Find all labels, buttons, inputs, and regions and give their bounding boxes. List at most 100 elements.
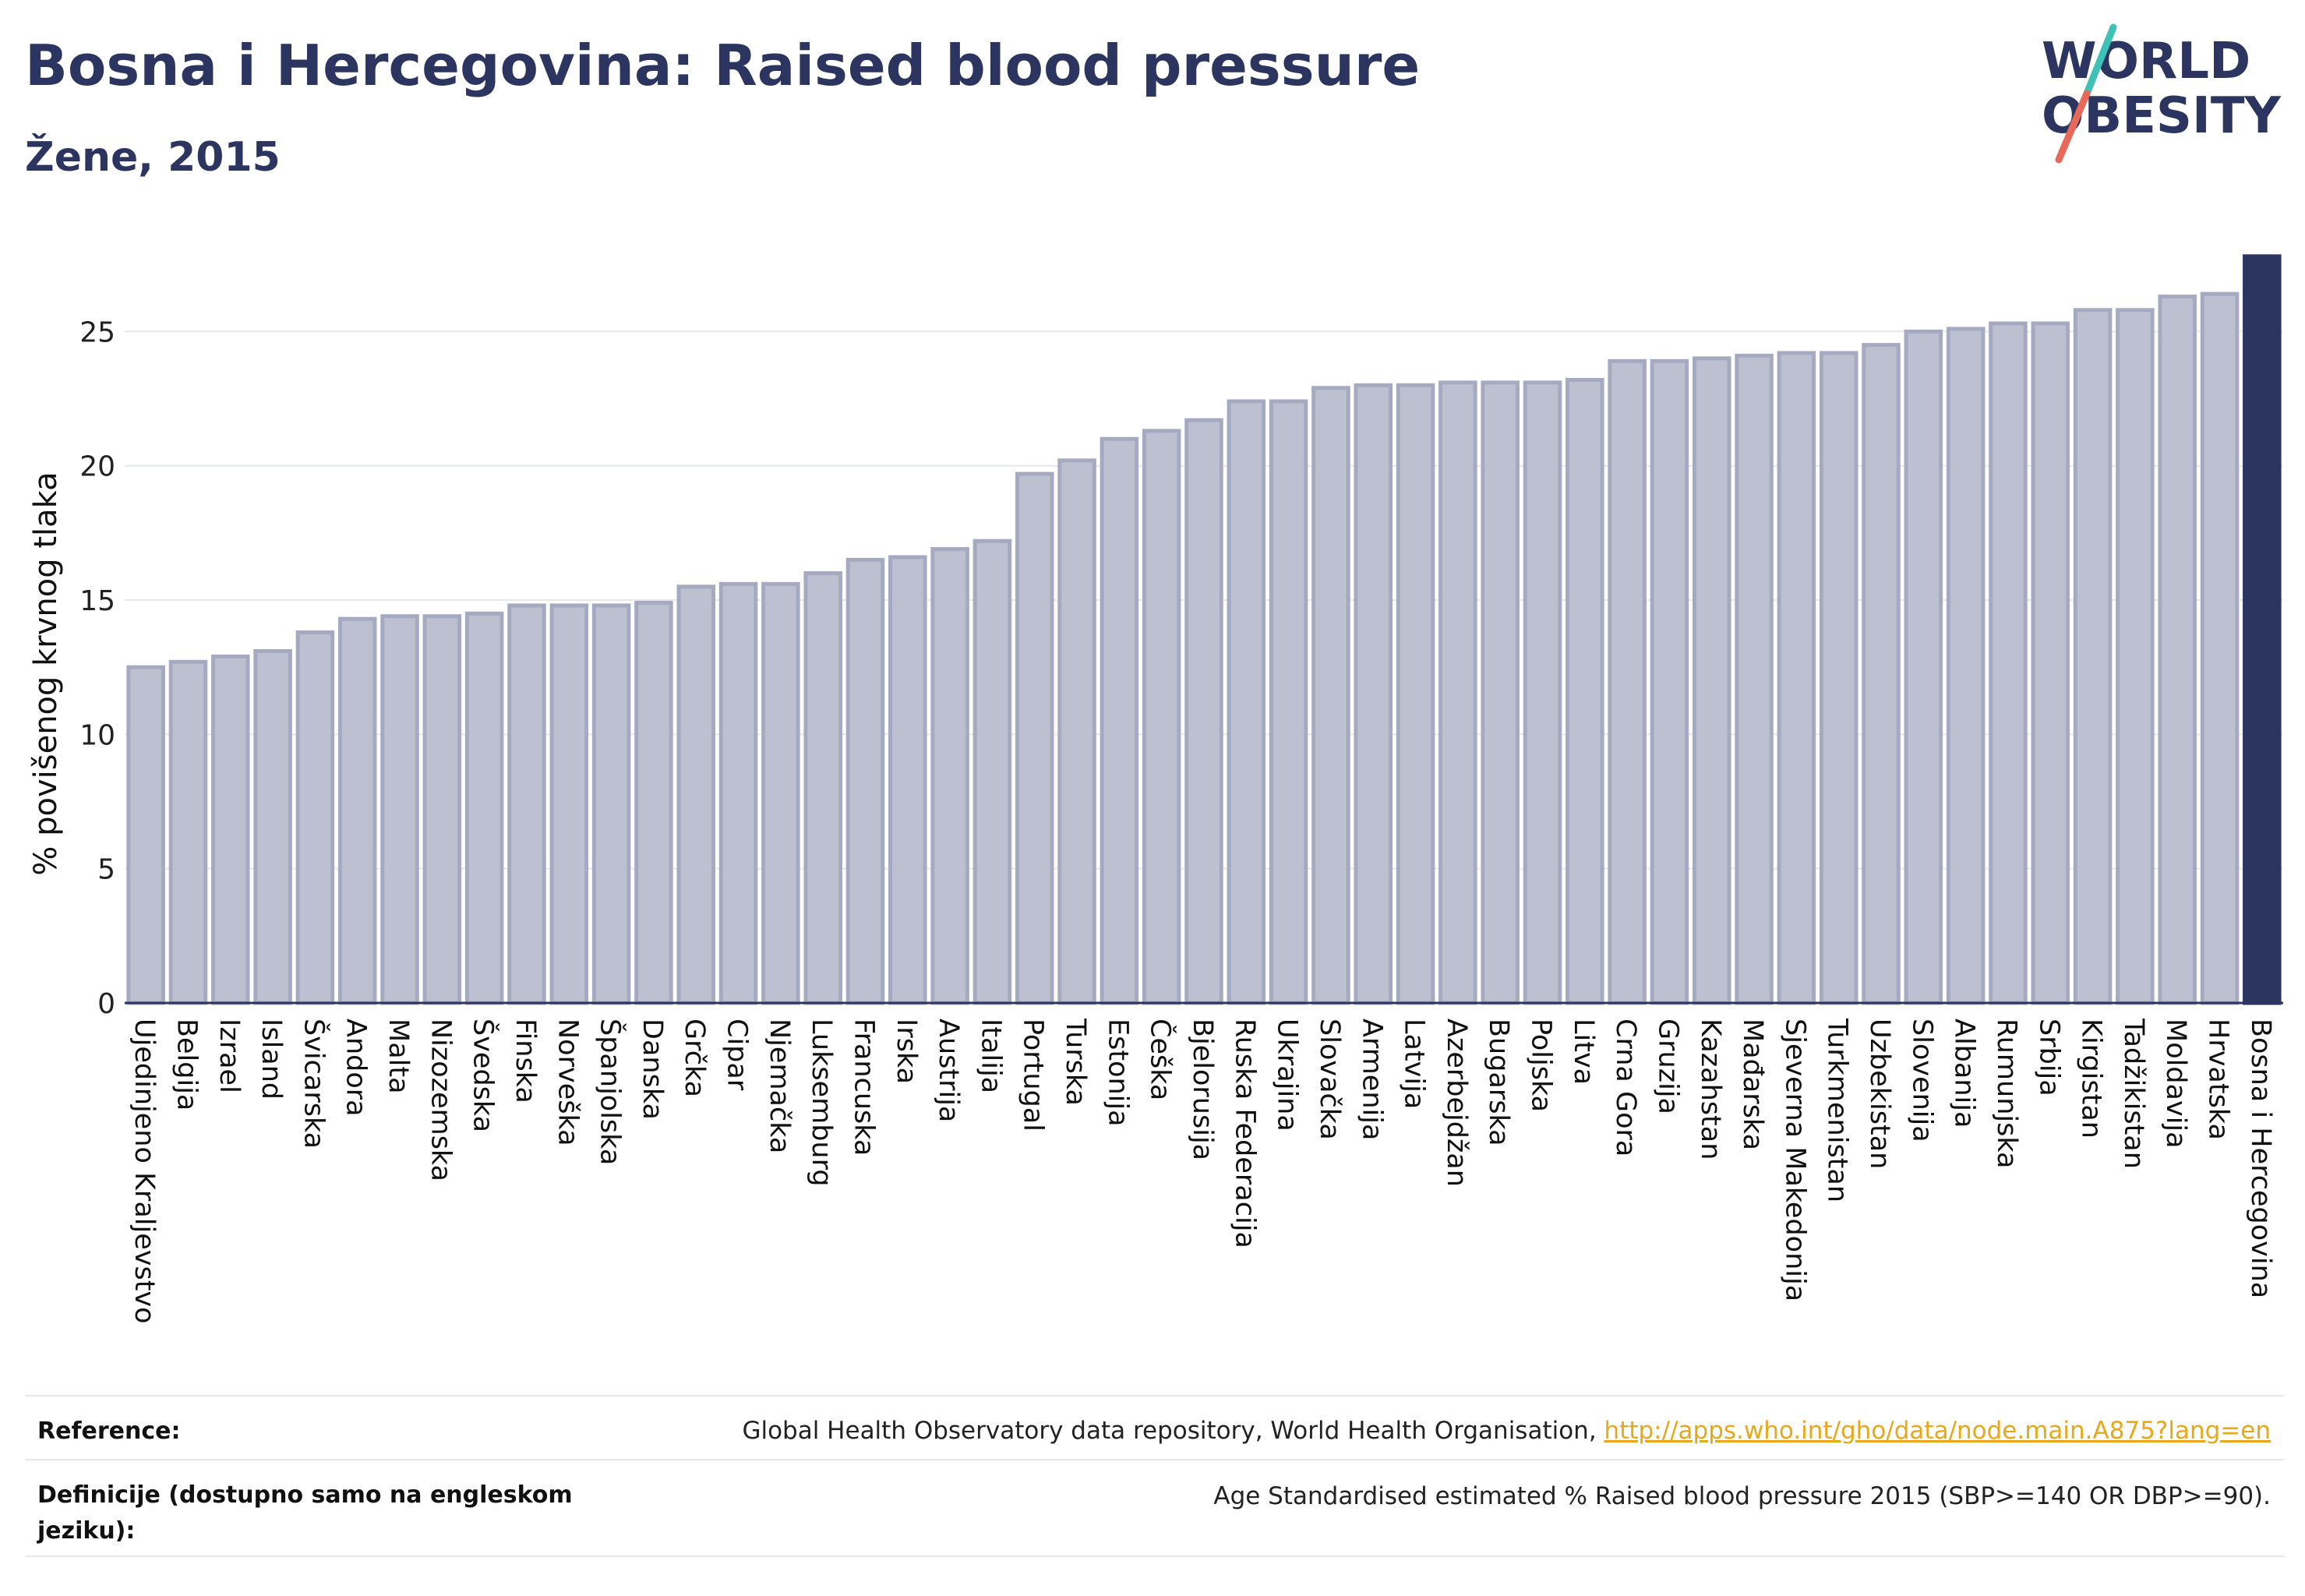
bar [1819,351,1858,1005]
bar [126,665,165,1005]
x-tick-label: Malta [383,1019,414,1094]
bar [422,614,462,1005]
bar [507,603,546,1005]
bar [1184,418,1223,1005]
bar [930,547,969,1005]
bar [211,654,250,1005]
bar [464,611,504,1005]
bar [972,538,1012,1005]
x-tick-label: Švedska [468,1019,500,1132]
bar [1565,377,1604,1005]
bar [1311,386,1350,1005]
y-tick-label: 25 [79,316,115,348]
x-tick-label: Srbija [2033,1019,2064,1096]
x-tick-label: Island [256,1019,287,1100]
bar [1438,380,1477,1005]
x-tick-label: Litva [1568,1019,1599,1085]
y-tick-label: 15 [79,585,115,617]
bar [1946,327,1986,1005]
x-tick-label: Bosna i Hercegovina [2245,1019,2276,1298]
x-tick-label: Belgija [171,1019,202,1110]
x-tick-label: Grčka [679,1019,710,1097]
x-tick-label: Turkmenistan [1822,1018,1853,1202]
bar [168,659,208,1005]
x-tick-label: Irska [891,1019,922,1084]
bar [2031,321,2070,1005]
bar [1481,380,1520,1005]
y-tick-label: 10 [79,719,115,751]
x-tick-label: Andora [341,1019,372,1117]
x-tick-label: Crna Gora [1610,1019,1641,1156]
x-tick-label: Francuska [848,1019,879,1156]
x-tick-label: Mađarska [1737,1019,1768,1150]
y-tick-label: 5 [97,854,115,886]
bar [337,616,377,1005]
bar [2116,308,2155,1005]
bar [2073,308,2113,1005]
x-tick-label: Švicarska [298,1019,330,1149]
x-tick-label: Albanija [1949,1019,1980,1128]
chart-title: Bosna i Hercegovina: Raised blood pressu… [25,33,1421,98]
bar [1227,399,1266,1005]
x-tick-label: Poljska [1526,1019,1557,1112]
x-tick-label: Češka [1145,1019,1177,1100]
x-tick-label: Sjeverna Makedonija [1779,1019,1810,1301]
bar [1692,356,1731,1005]
bar-chart: 0 5 10 15 20 25 Ujedinjeno Kraljevstvo Belgija… [28,254,2283,1324]
x-tick-label: Moldavija [2160,1019,2191,1149]
x-tick-label: Uzbekistan [1864,1019,1895,1169]
bar [1396,383,1435,1005]
footer-divider-top [25,1395,2285,1396]
x-tick-label: Italija [975,1019,1006,1093]
x-tick-label: Kirgistan [2076,1019,2107,1139]
definition-label: Definicije (dostupno samo na engleskom j… [37,1481,573,1545]
x-tick-label: Izrael [214,1019,245,1093]
bar [1100,436,1139,1005]
x-tick-label: Njemačka [764,1019,795,1153]
bar [718,581,758,1005]
reference-link[interactable]: http://apps.who.int/gho/data/node.main.A… [1604,1417,2271,1445]
x-tick-label: Ukrajina [1272,1019,1303,1132]
y-axis-ticks: 0 5 10 15 20 25 [79,316,115,1020]
x-tick-label: Kazahstan [1695,1019,1726,1160]
x-tick-label: Norveška [552,1019,583,1146]
bar [1608,358,1647,1005]
x-tick-label: Bugarska [1483,1019,1514,1146]
x-tick-label: Latvija [1399,1019,1430,1109]
bar [1650,358,1689,1005]
x-tick-label: Hrvatska [2203,1019,2234,1140]
reference-text: Global Health Observatory data repositor… [742,1417,2271,1445]
reference-label: Reference: [37,1418,181,1445]
bar [1269,399,1308,1005]
logo-slash-red [2055,90,2091,164]
logo-line-2: OBESITY [2042,87,2281,145]
bar [295,630,335,1005]
x-tick-label: Armenija [1356,1019,1387,1140]
bar [888,555,927,1005]
x-tick-label: Danska [637,1019,668,1120]
x-tick-label: Rumunjska [1991,1019,2022,1168]
bar [1142,429,1181,1005]
bar [591,603,631,1005]
bar [1735,353,1774,1005]
bar [2200,291,2240,1005]
x-tick-label: Gruzija [1652,1019,1683,1114]
bar [803,571,842,1005]
x-tick-label: Slovačka [1314,1019,1345,1140]
bar [1904,329,1943,1005]
logo-line-1: WORLD [2042,33,2250,90]
y-axis-label: % povišenog krvnog tlaka [28,471,64,875]
x-tick-label: Tadžikistan [2118,1018,2149,1169]
y-tick-label: 20 [79,451,115,483]
x-tick-label: Nizozemska [425,1019,456,1181]
y-tick-label: 0 [97,988,115,1020]
bars [126,254,2282,1005]
x-tick-label: Finska [510,1019,541,1103]
x-tick-label: Ruska Federacija [1229,1019,1260,1248]
bar [676,584,716,1005]
bar [2243,254,2282,1005]
bar [1523,380,1562,1005]
x-axis-labels: Ujedinjeno Kraljevstvo Belgija Izrael Islan… [129,1018,2276,1324]
x-tick-label: Slovenija [1906,1019,1937,1142]
bar [253,649,292,1005]
